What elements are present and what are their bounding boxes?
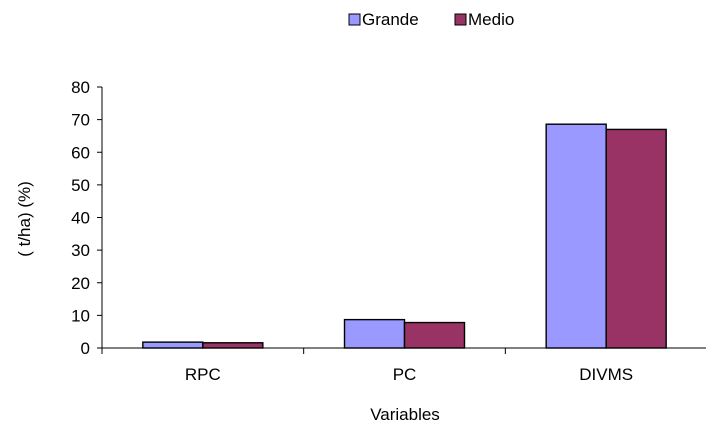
y-tick-label: 0 — [81, 339, 90, 358]
y-tick-label: 20 — [71, 274, 90, 293]
x-tick-label: RPC — [185, 365, 221, 384]
y-tick-label: 30 — [71, 241, 90, 260]
plot-area: 0 10 20 30 40 50 60 70 80 RPC PC DIVMS — [71, 78, 706, 384]
bar-grande-pc — [343, 318, 406, 349]
y-tick-label: 60 — [71, 143, 90, 162]
y-tick-label: 80 — [71, 78, 90, 97]
legend-label-medio: Medio — [468, 10, 514, 29]
y-tick-label: 50 — [71, 176, 90, 195]
x-tick-label: PC — [393, 365, 417, 384]
legend-swatch-medio — [454, 13, 467, 26]
legend-swatch-grande — [348, 13, 361, 26]
x-axis-title: Variables — [370, 405, 440, 424]
y-tick-label: 10 — [71, 306, 90, 325]
bar-grande-divms — [545, 123, 607, 349]
x-tick-label: DIVMS — [579, 365, 633, 384]
y-axis-title: ( t/ha) (%) — [15, 181, 34, 257]
legend-label-grande: Grande — [362, 10, 419, 29]
bar-medio-divms — [605, 128, 667, 349]
bar-grande-rpc — [142, 341, 204, 349]
y-tick-label: 70 — [71, 111, 90, 130]
legend: Grande Medio — [348, 10, 514, 29]
bar-medio-rpc — [202, 342, 264, 349]
y-tick-label: 40 — [71, 209, 90, 228]
bar-medio-pc — [403, 321, 466, 349]
